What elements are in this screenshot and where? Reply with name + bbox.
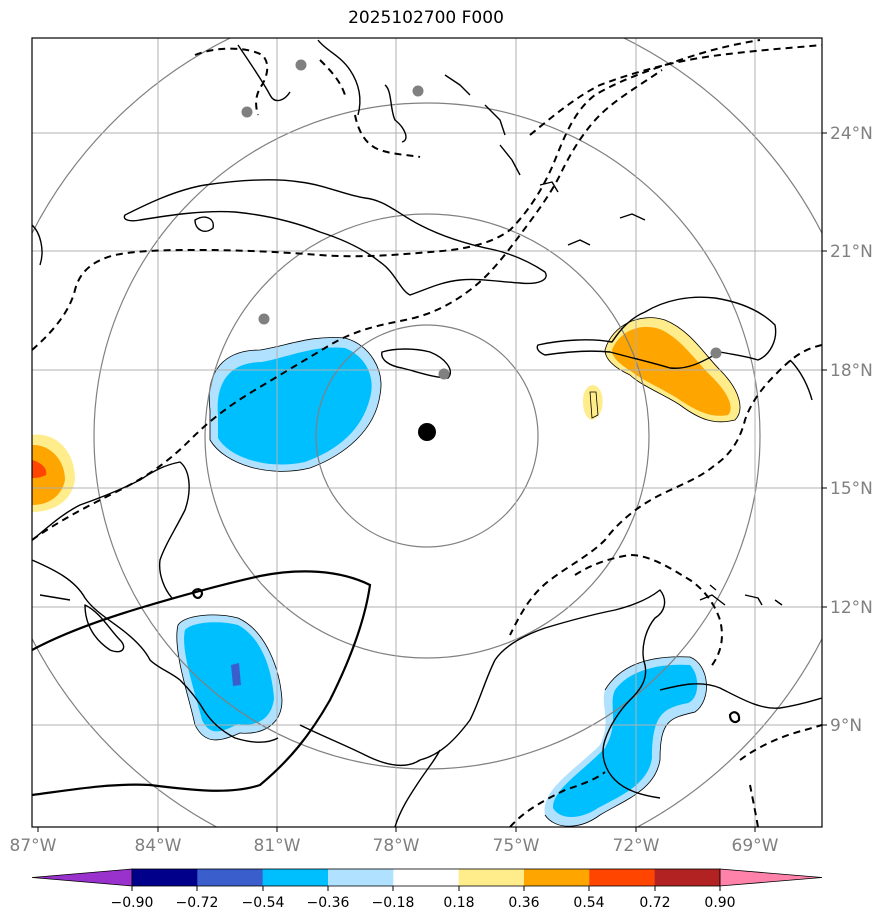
colorbar-cell — [197, 869, 264, 886]
colorbar: −0.90 −0.72 −0.54 −0.36 −0.18 0.18 0.36 … — [31, 868, 823, 911]
colorbar-cell — [262, 869, 329, 886]
station-dots — [241, 59, 722, 380]
lat-tick-label: 15°N — [830, 479, 873, 499]
colorbar-label: 0.72 — [639, 895, 670, 911]
lon-tick-label: 87°W — [10, 836, 57, 856]
station-dot — [438, 368, 450, 380]
colorbar-extend-high — [719, 868, 823, 887]
colorbar-label: 0.36 — [508, 895, 539, 911]
colorbar-label: 0.54 — [573, 895, 604, 911]
station-dot — [295, 59, 307, 71]
lat-tick-label: 24°N — [830, 124, 873, 144]
lon-tick-label: 81°W — [254, 836, 301, 856]
cuba-coast — [123, 179, 547, 296]
colorbar-label: 0.18 — [443, 895, 474, 911]
colorbar-label: −0.54 — [242, 895, 285, 911]
lat-tick-label: 18°N — [830, 361, 873, 381]
colorbar-label: −0.18 — [372, 895, 415, 911]
dashed-contours — [32, 39, 822, 827]
station-dot — [258, 313, 270, 325]
storm-center-marker — [418, 423, 436, 441]
map-title: 2025102700 F000 — [348, 8, 504, 28]
lon-tick-label: 75°W — [493, 836, 540, 856]
lat-tick-labels: 24°N 21°N 18°N 15°N 12°N 9°N — [830, 124, 873, 736]
anomaly-fills — [32, 317, 740, 827]
colorbar-cell — [654, 869, 721, 886]
coastlines — [32, 39, 822, 827]
colorbar-cell — [458, 869, 525, 886]
colorbar-label: −0.72 — [176, 895, 219, 911]
lat-tick-label: 21°N — [830, 242, 873, 262]
lon-ticks — [37, 827, 756, 832]
hispaniola-coast — [536, 296, 777, 369]
lat-tick-label: 12°N — [830, 598, 873, 618]
lon-tick-label: 84°W — [135, 836, 182, 856]
colorbar-extend-low — [31, 868, 133, 887]
lat-tick-label: 9°N — [830, 716, 862, 736]
lat-ticks — [822, 132, 827, 726]
colorbar-label: 0.90 — [704, 895, 735, 911]
lon-tick-labels: 87°W 84°W 81°W 78°W 75°W 72°W 69°W — [10, 836, 779, 856]
jamaica-coast — [381, 348, 451, 379]
station-dot — [241, 106, 253, 118]
lon-tick-label: 72°W — [613, 836, 660, 856]
map-area — [32, 38, 822, 827]
central-america-coast — [32, 224, 279, 743]
station-dot — [412, 85, 424, 97]
florida-coast — [237, 44, 291, 102]
lon-tick-label: 69°W — [732, 836, 779, 856]
colorbar-cell — [393, 869, 460, 886]
colorbar-cell — [327, 869, 394, 886]
range-rings — [32, 38, 822, 827]
colorbar-cells — [31, 868, 823, 887]
colorbar-cell — [589, 869, 656, 886]
colorbar-labels: −0.90 −0.72 −0.54 −0.36 −0.18 0.18 0.36 … — [111, 895, 736, 911]
lon-tick-label: 78°W — [373, 836, 420, 856]
map-frame — [31, 37, 823, 828]
station-dot — [710, 347, 722, 359]
graticule — [32, 38, 822, 827]
solid-contour — [32, 570, 741, 797]
south-america-coast — [299, 589, 822, 799]
colorbar-ticks — [131, 886, 721, 891]
colorbar-frame — [131, 868, 721, 887]
colorbar-cell — [132, 869, 198, 886]
colorbar-label: −0.36 — [307, 895, 350, 911]
colorbar-label: −0.90 — [111, 895, 154, 911]
colorbar-cell — [523, 869, 590, 886]
